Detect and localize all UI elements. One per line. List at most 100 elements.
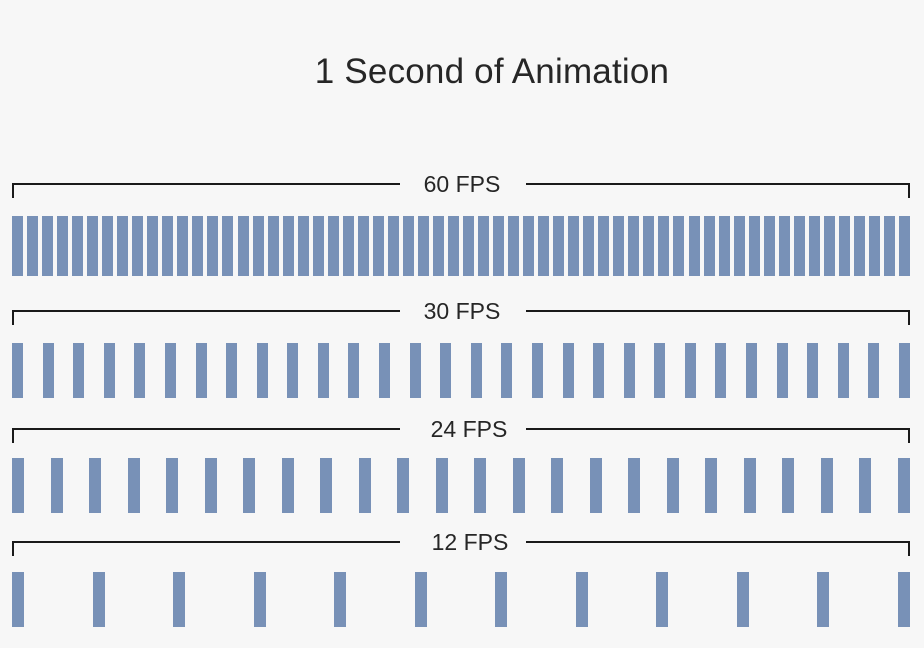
- frame-bar: [628, 216, 640, 276]
- frame-bar: [243, 458, 256, 513]
- bracket-line-left: [12, 183, 400, 185]
- frame-bar: [593, 343, 605, 398]
- frame-bar: [508, 216, 520, 276]
- frame-bar: [474, 458, 487, 513]
- frame-bar: [575, 572, 588, 627]
- frame-bar: [162, 216, 174, 276]
- frame-bar: [538, 216, 550, 276]
- frame-bar: [207, 216, 219, 276]
- frame-bar: [87, 216, 99, 276]
- frame-bar: [73, 343, 85, 398]
- frame-bar: [883, 216, 895, 276]
- frame-bar: [718, 216, 730, 276]
- frame-bar: [132, 216, 144, 276]
- frame-bar: [531, 343, 543, 398]
- frame-bar: [297, 216, 309, 276]
- bracket-left-tick: [12, 183, 14, 198]
- frame-bar: [42, 216, 54, 276]
- frame-bar: [776, 343, 788, 398]
- bracket-right-tick: [908, 310, 910, 325]
- frame-bar: [435, 458, 448, 513]
- frame-bar: [899, 343, 910, 398]
- frame-bar: [372, 216, 384, 276]
- frame-bar: [379, 343, 391, 398]
- frame-bars: [12, 216, 910, 276]
- frame-bar: [583, 216, 595, 276]
- frame-bar: [447, 216, 459, 276]
- frame-bar: [495, 572, 508, 627]
- frame-bar: [357, 216, 369, 276]
- frame-bar: [12, 458, 24, 513]
- frame-bar: [387, 216, 399, 276]
- bracket-line-right: [526, 183, 910, 185]
- frame-bar: [763, 216, 775, 276]
- frame-bar: [568, 216, 580, 276]
- frame-bar: [715, 343, 727, 398]
- frame-bar: [512, 458, 525, 513]
- frame-bar: [402, 216, 414, 276]
- frame-bar: [748, 216, 760, 276]
- frame-bars: [12, 343, 910, 398]
- frame-bar: [623, 343, 635, 398]
- frame-bar: [523, 216, 535, 276]
- frame-bar: [688, 216, 700, 276]
- frame-bar: [598, 216, 610, 276]
- frame-bar: [195, 343, 207, 398]
- frame-bar: [684, 343, 696, 398]
- frame-bar: [117, 216, 129, 276]
- frame-bar: [493, 216, 505, 276]
- frame-bar: [808, 216, 820, 276]
- frame-bar: [166, 458, 179, 513]
- frame-bar: [703, 216, 715, 276]
- frame-bar: [823, 216, 835, 276]
- frame-bar: [164, 343, 176, 398]
- frame-bar: [204, 458, 217, 513]
- frame-bar: [89, 458, 102, 513]
- frame-bar: [868, 216, 880, 276]
- frame-bar: [778, 216, 790, 276]
- frame-bar: [613, 216, 625, 276]
- frame-bar: [656, 572, 669, 627]
- bracket-line-left: [12, 541, 400, 543]
- frame-bar: [312, 216, 324, 276]
- bracket-right-tick: [908, 428, 910, 443]
- frame-bar: [793, 216, 805, 276]
- frame-bars: [12, 458, 910, 513]
- frame-bar: [27, 216, 39, 276]
- frame-bar: [440, 343, 452, 398]
- frame-bar: [899, 216, 910, 276]
- frame-bar: [287, 343, 299, 398]
- frame-bar: [868, 343, 880, 398]
- bracket-left-tick: [12, 541, 14, 556]
- frame-bar: [807, 343, 819, 398]
- frame-bar: [348, 343, 360, 398]
- diagram-title: 1 Second of Animation: [314, 52, 670, 91]
- frame-bar: [12, 343, 23, 398]
- fps-label: 60 FPS: [423, 171, 501, 197]
- frame-bar: [859, 458, 872, 513]
- frame-bar: [409, 343, 421, 398]
- bracket-left-tick: [12, 310, 14, 325]
- bracket-line-right: [526, 310, 910, 312]
- frame-bar: [553, 216, 565, 276]
- frame-bar: [417, 216, 429, 276]
- frame-bar: [589, 458, 602, 513]
- frame-bar: [746, 343, 758, 398]
- frame-bar: [342, 216, 354, 276]
- frame-bar: [562, 343, 574, 398]
- fps-label: 12 FPS: [431, 529, 509, 555]
- bracket-line-right: [526, 428, 910, 430]
- frame-bar: [173, 572, 186, 627]
- frame-bar: [463, 216, 475, 276]
- frame-bar: [733, 216, 745, 276]
- frame-bar: [654, 343, 666, 398]
- bracket-right-tick: [908, 183, 910, 198]
- frame-bar: [432, 216, 444, 276]
- frame-bar: [12, 572, 24, 627]
- frame-bar: [12, 216, 23, 276]
- frame-bar: [837, 343, 849, 398]
- frame-bar: [252, 216, 264, 276]
- frame-bar: [551, 458, 564, 513]
- frame-bar: [134, 343, 146, 398]
- frame-bar: [658, 216, 670, 276]
